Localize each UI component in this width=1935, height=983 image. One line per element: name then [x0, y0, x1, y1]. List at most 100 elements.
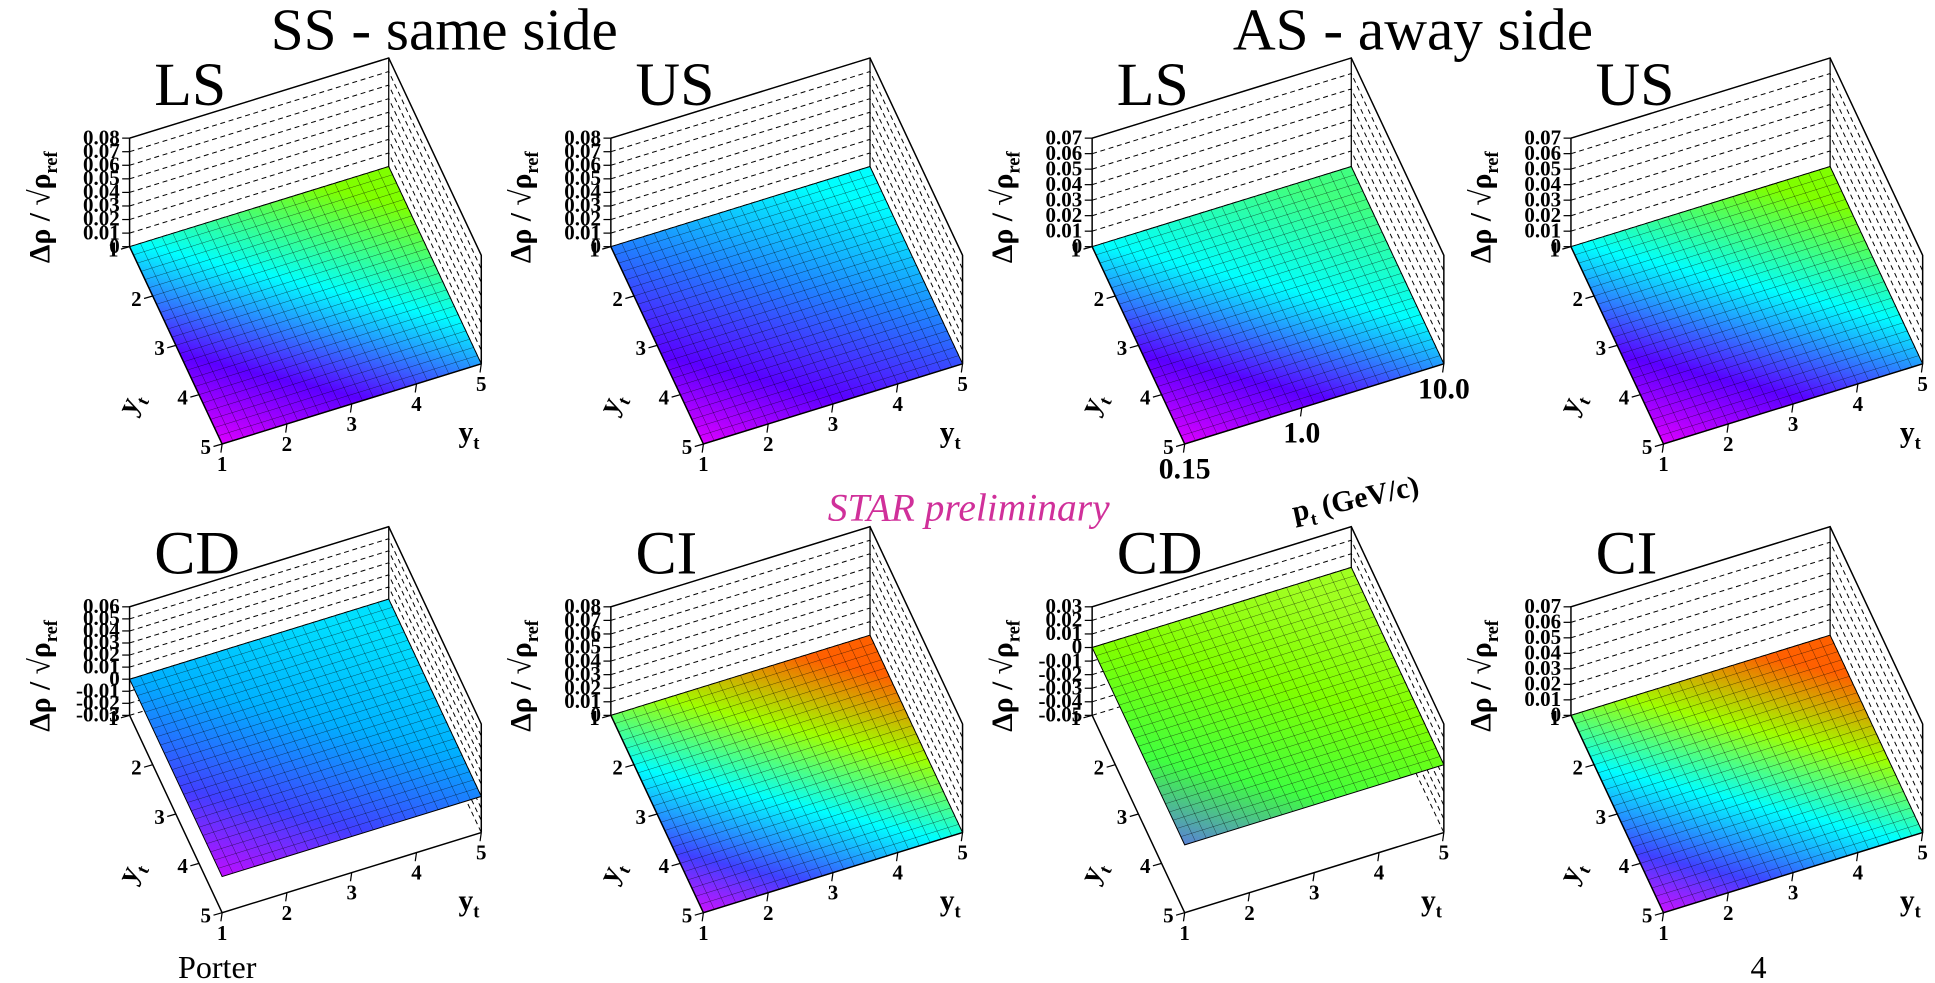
- panel: 00.010.020.030.040.050.060.071234512345U…: [1466, 51, 1928, 476]
- y-tick-label: 5: [1163, 435, 1173, 459]
- x-tick-label: 3: [828, 881, 838, 905]
- mesh-line: [206, 763, 466, 844]
- mesh-line: [691, 807, 952, 889]
- mesh-line: [1176, 748, 1437, 829]
- z-tick-label: 0.08: [564, 125, 601, 149]
- grid-line: [129, 70, 482, 270]
- mesh-line: [1808, 641, 1902, 840]
- x-tick: [1661, 912, 1665, 922]
- y-tick: [1585, 295, 1595, 300]
- y-tick: [1654, 912, 1664, 916]
- x-tick: [220, 443, 223, 453]
- grid-line: [1091, 119, 1445, 318]
- z-tick-label: 0: [1072, 635, 1082, 659]
- z-tick-label: 0: [590, 234, 600, 258]
- y-tick-label: 5: [201, 904, 211, 928]
- x-axis-label: pt (GeV/c): [1289, 470, 1423, 533]
- x-tick: [1726, 892, 1729, 902]
- grid-line: [610, 580, 964, 779]
- mesh-line: [1176, 347, 1437, 428]
- grid-line: [610, 125, 964, 324]
- z-tick-label: 0.02: [83, 642, 120, 666]
- mesh-line: [1329, 573, 1423, 772]
- y-tick-label: 5: [201, 435, 211, 459]
- z-tick-label: 0.02: [564, 207, 601, 231]
- x-tick-label: 3: [1788, 881, 1798, 905]
- x-axis-label-main: y: [1900, 885, 1915, 917]
- panel: 00.010.020.030.040.050.060.070.081234512…: [24, 51, 486, 476]
- z-axis-label-sub: ref: [523, 151, 543, 174]
- z-axis-label: Δρ / √ρref: [24, 619, 61, 732]
- y-tick: [625, 295, 635, 300]
- z-tick-label: -0.01: [1039, 648, 1083, 672]
- y-tick-label: 5: [682, 904, 692, 928]
- x-axis-label: yt: [458, 885, 480, 922]
- z-tick-label: 0.03: [564, 662, 601, 686]
- y-tick-label: 4: [659, 386, 670, 410]
- x-tick-label: 10.0: [1418, 373, 1470, 405]
- y-tick: [1152, 394, 1162, 398]
- mesh-line: [1173, 338, 1433, 420]
- x-tick: [479, 832, 482, 842]
- grid-line: [1091, 134, 1445, 334]
- y-axis-label: yt: [111, 386, 154, 422]
- x-axis-label-main: y: [940, 417, 955, 449]
- grid-line: [1570, 88, 1924, 287]
- y-tick: [143, 295, 153, 300]
- y-tick: [190, 394, 200, 398]
- x-tick: [1791, 872, 1794, 882]
- x-tick: [960, 832, 964, 842]
- z-tick-label: 0: [1551, 703, 1561, 727]
- x-tick: [414, 852, 418, 862]
- z-tick-label: 0.01: [1524, 687, 1561, 711]
- grid-line: [610, 138, 964, 337]
- y-tick: [1608, 344, 1618, 349]
- mesh-line: [218, 355, 478, 437]
- x-axis-label-sub: t: [955, 903, 962, 923]
- x-axis-label-main: y: [458, 885, 473, 917]
- x-tick-label: 4: [1374, 861, 1385, 885]
- grid-line: [1570, 619, 1924, 818]
- z-tick-label: 0.01: [83, 654, 120, 678]
- y-axis-label: yt: [592, 386, 635, 422]
- x-tick-label: 5: [1439, 841, 1449, 865]
- x-tick-label: 5: [957, 841, 967, 865]
- panel-title: CD: [154, 520, 240, 588]
- panel-title: LS: [154, 51, 226, 119]
- x-axis-label-sub: t: [473, 434, 480, 454]
- z-axis-label-sub: ref: [523, 619, 543, 642]
- z-tick-label: 0.01: [564, 220, 601, 244]
- mesh-line: [366, 173, 460, 371]
- y-tick: [1106, 764, 1116, 768]
- grid-line: [1091, 539, 1445, 738]
- mesh-line: [1169, 731, 1429, 813]
- z-tick-label: 0.06: [1046, 141, 1083, 165]
- x-tick: [285, 423, 288, 433]
- y-tick: [671, 394, 681, 398]
- y-tick: [213, 443, 223, 448]
- grid-line: [1091, 57, 1445, 256]
- grid-line: [610, 607, 964, 806]
- x-tick-label: 4: [411, 861, 422, 885]
- x-tick-label: 3: [828, 412, 838, 436]
- z-tick-label: 0.04: [83, 180, 120, 204]
- y-tick-label: 5: [1642, 904, 1652, 928]
- y-axis-label-main: y: [111, 392, 146, 419]
- y-tick-label: 1: [108, 238, 118, 262]
- z-tick-label: -0.03: [1039, 675, 1083, 699]
- side-header: SS - same side: [271, 0, 618, 62]
- z-tick-label: 0: [109, 234, 119, 258]
- x-tick-label: 1: [217, 452, 227, 476]
- y-tick: [143, 764, 153, 768]
- panel: 00.010.020.030.040.050.060.070.081234512…: [506, 51, 968, 476]
- x-tick-label: 2: [282, 432, 292, 456]
- y-tick-label: 2: [1572, 287, 1582, 311]
- y-tick-label: 4: [177, 386, 188, 410]
- grid-line: [1570, 72, 1924, 272]
- y-tick: [1585, 764, 1595, 768]
- z-tick-label: 0.06: [1524, 141, 1561, 165]
- x-tick-label: 3: [346, 412, 356, 436]
- z-axis-label-main: Δρ / √ρ: [24, 174, 56, 263]
